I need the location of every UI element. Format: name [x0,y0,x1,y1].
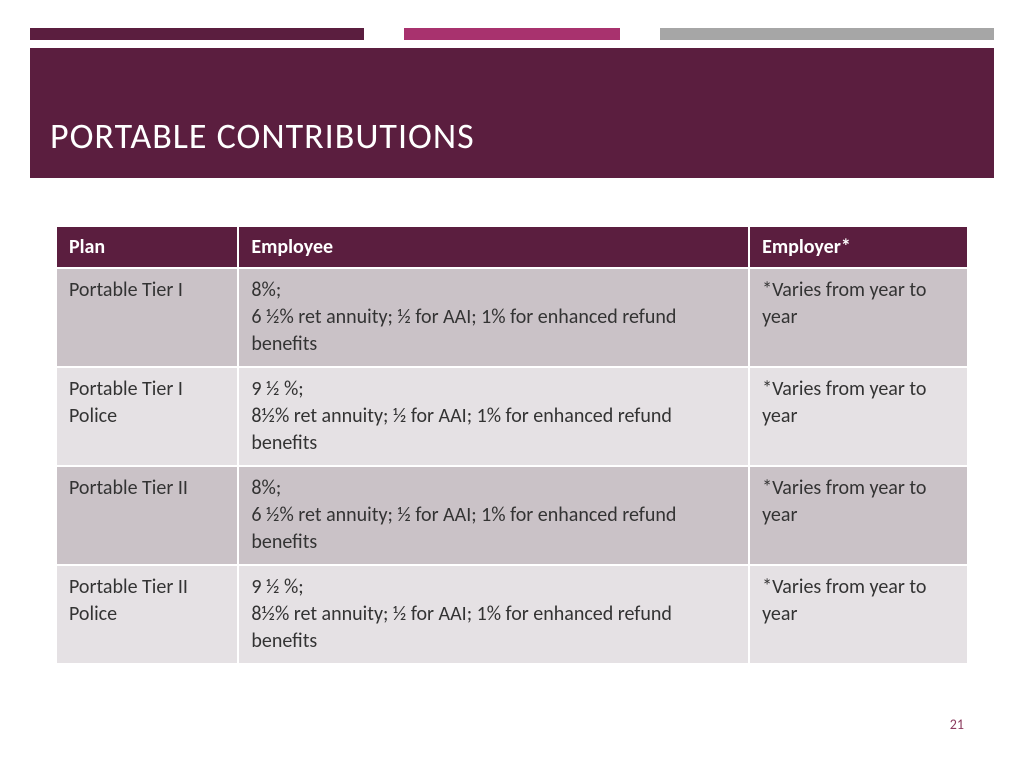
table-row: Portable Tier I Police9 ½ %; 8½% ret ann… [56,367,968,466]
cell-plan: Portable Tier II [56,466,238,565]
cell-employer: *Varies from year to year [749,268,968,367]
table-row: Portable Tier I8%; 6 ½% ret annuity; ½ f… [56,268,968,367]
cell-employer: *Varies from year to year [749,367,968,466]
cell-employee: 9 ½ %; 8½% ret annuity; ½ for AAI; 1% fo… [238,565,749,664]
cell-employee: 9 ½ %; 8½% ret annuity; ½ for AAI; 1% fo… [238,367,749,466]
accent-segment [660,28,994,40]
accent-segment [620,28,660,40]
page-title: PORTABLE CONTRIBUTIONS [50,114,475,158]
contributions-table-wrap: Plan Employee Employer* Portable Tier I8… [55,225,969,665]
accent-segment [404,28,621,40]
cell-plan: Portable Tier I [56,268,238,367]
cell-employer: *Varies from year to year [749,565,968,664]
contributions-table: Plan Employee Employer* Portable Tier I8… [55,225,969,665]
table-row: Portable Tier II Police9 ½ %; 8½% ret an… [56,565,968,664]
table-body: Portable Tier I8%; 6 ½% ret annuity; ½ f… [56,268,968,664]
header-employee: Employee [238,226,749,268]
cell-employee: 8%; 6 ½% ret annuity; ½ for AAI; 1% for … [238,466,749,565]
header-employer: Employer* [749,226,968,268]
accent-segment [30,28,364,40]
header-plan: Plan [56,226,238,268]
table-row: Portable Tier II8%; 6 ½% ret annuity; ½ … [56,466,968,565]
page-number: 21 [950,716,964,733]
cell-employee: 8%; 6 ½% ret annuity; ½ for AAI; 1% for … [238,268,749,367]
cell-plan: Portable Tier II Police [56,565,238,664]
accent-bar [30,28,994,40]
cell-plan: Portable Tier I Police [56,367,238,466]
table-header-row: Plan Employee Employer* [56,226,968,268]
accent-segment [364,28,404,40]
title-band: PORTABLE CONTRIBUTIONS [30,48,994,178]
cell-employer: *Varies from year to year [749,466,968,565]
